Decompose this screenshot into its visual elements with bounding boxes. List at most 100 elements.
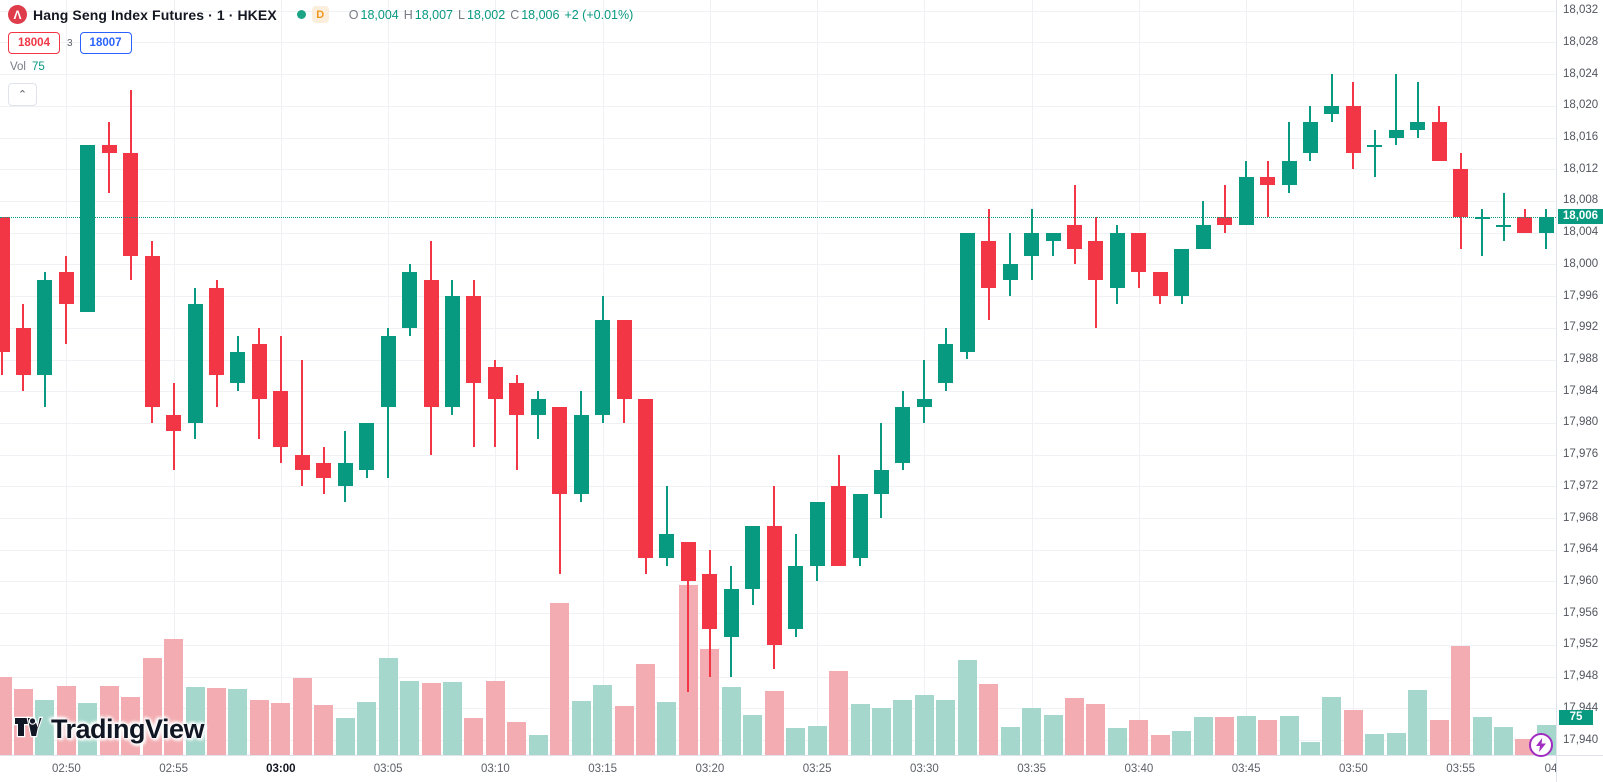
candle-body [144, 256, 160, 408]
candle-wick [1288, 121, 1290, 194]
tradingview-logo-icon [13, 712, 44, 747]
price-gridline [0, 391, 1556, 393]
symbol-title[interactable]: Hang Seng Index Futures · 1 · HKEX [33, 6, 277, 23]
volume-bar [593, 685, 613, 755]
volume-bar [807, 726, 827, 755]
chart-plot-area[interactable]: TradingView [0, 0, 1556, 755]
collapse-panel-button[interactable]: ⌃ [8, 83, 37, 106]
time-gridline [1138, 0, 1140, 755]
candle-body [1410, 121, 1426, 130]
candle-body [1538, 216, 1554, 233]
symbol-header: Λ Hang Seng Index Futures · 1 · HKEX D O… [8, 5, 633, 24]
candle-body [1088, 240, 1104, 281]
time-axis-label: 03:30 [909, 763, 939, 775]
close-value: 18,006 [521, 7, 560, 22]
candle-body [1260, 177, 1276, 186]
candle-body [616, 319, 632, 400]
volume-bar [614, 706, 634, 755]
candle-wick [1481, 208, 1484, 257]
candle-body [466, 296, 482, 384]
price-gridline [0, 644, 1556, 646]
price-gridline [0, 42, 1556, 44]
current-price-badge: 18,006 [1558, 209, 1603, 225]
symbol-logo-icon[interactable]: Λ [8, 5, 27, 24]
volume-bar [78, 703, 98, 755]
watermark-text: TradingView [51, 714, 205, 744]
price-axis-label: 17,960 [1563, 574, 1599, 587]
volume-bar [56, 686, 76, 755]
candle-body [273, 391, 289, 447]
price-axis-label: 18,028 [1563, 35, 1599, 48]
price-axis[interactable]: 18,032 18,028 18,024 18,020 18,016 18,012 18,0… [1556, 0, 1603, 755]
volume-bar [571, 701, 591, 755]
ohlc-readout: O 18,004 H 18,007 L 18,002 C 18,006 +2 (… [349, 8, 633, 22]
candle-body [1474, 216, 1490, 219]
candle-body [552, 407, 568, 495]
sell-bid-button[interactable]: 18004 [8, 32, 60, 54]
candle-body [1517, 216, 1533, 233]
market-status-dot-icon[interactable] [296, 10, 306, 19]
candle-body [1195, 224, 1211, 249]
volume-bar [957, 659, 977, 755]
time-gridline [66, 0, 68, 755]
candle-wick [1395, 74, 1398, 146]
buy-ask-button[interactable]: 18007 [79, 32, 132, 54]
candle-body [873, 470, 889, 495]
volume-bar [1193, 717, 1213, 755]
candle-body [916, 399, 932, 408]
time-gridline [817, 0, 819, 755]
volume-bar [1494, 727, 1513, 755]
volume-bar [1365, 734, 1385, 755]
time-axis[interactable]: 02:50 02:55 03:00 03:05 03:10 03:15 03:20 03:25… [0, 755, 1556, 782]
candle-wick [108, 121, 111, 194]
volume-bar [1000, 727, 1020, 755]
candle-wick [1373, 129, 1376, 178]
volume-bar [1129, 719, 1149, 755]
candle-body [1324, 105, 1340, 114]
volume-bar [464, 718, 484, 755]
candle-body [209, 288, 224, 376]
price-axis-label: 18,016 [1563, 131, 1599, 144]
volume-bar [1258, 719, 1278, 755]
price-axis-label: 18,008 [1563, 194, 1599, 207]
candle-body [423, 280, 439, 408]
change-value: +2 (+0.01%) [564, 7, 634, 22]
candle-body [595, 319, 611, 415]
candle-body [1388, 129, 1404, 138]
candle-body [1152, 272, 1168, 297]
volume-bar [357, 702, 377, 755]
volume-bar [850, 703, 870, 755]
candle-body [123, 153, 139, 257]
candle-wick [1009, 232, 1012, 297]
instant-trading-button[interactable] [1529, 733, 1553, 757]
volume-bar [1107, 727, 1127, 755]
volume-bar [1408, 690, 1428, 755]
candle-body [1345, 105, 1361, 154]
interval-badge[interactable]: D [311, 6, 329, 23]
candle-body [895, 407, 911, 463]
time-axis-label: 02:50 [51, 763, 81, 775]
time-axis-label: 03:35 [1017, 763, 1046, 775]
candle-wick [665, 486, 668, 566]
volume-bar [121, 697, 141, 755]
candle-body [745, 525, 761, 590]
price-gridline [0, 422, 1556, 424]
candle-body [1367, 145, 1383, 148]
low-key: L [458, 7, 465, 22]
candle-wick [1052, 232, 1055, 257]
candle-body [1067, 224, 1082, 249]
price-axis-label: 17,956 [1563, 606, 1599, 619]
candle-body [702, 573, 718, 630]
volume-bar [485, 681, 505, 755]
volume-bar [700, 649, 720, 755]
tradingview-watermark: TradingView [13, 712, 205, 747]
candle-wick [494, 359, 497, 447]
candle-body [1238, 177, 1254, 225]
time-axis-label: 03:50 [1338, 763, 1368, 775]
candle-body [659, 533, 675, 558]
volume-bar [507, 722, 527, 755]
candle-body [1217, 216, 1233, 225]
candle-body [337, 462, 353, 487]
candle-wick [515, 375, 518, 471]
price-axis-label: 18,004 [1563, 226, 1599, 239]
